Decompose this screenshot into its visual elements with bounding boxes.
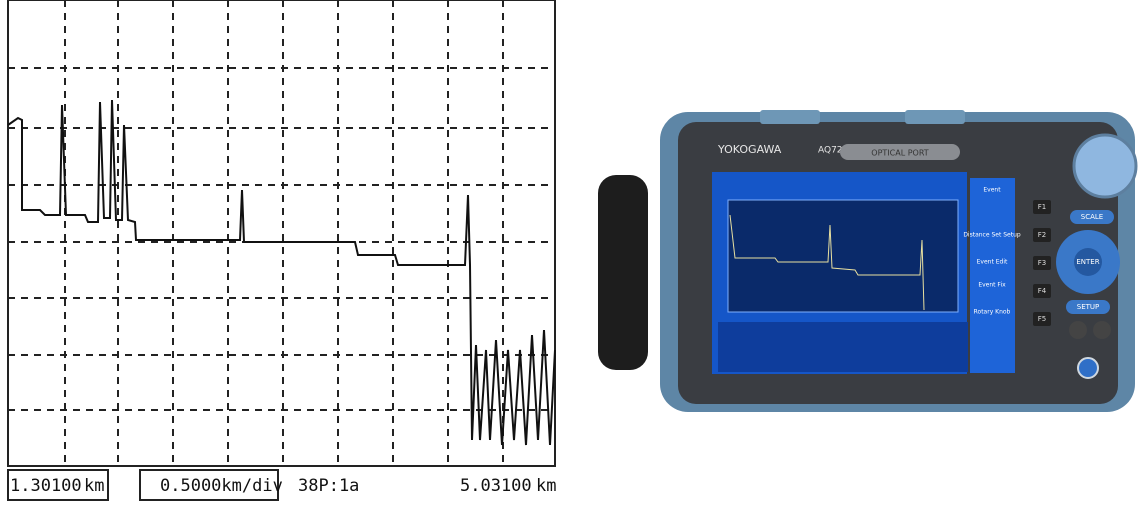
f-key: F3 xyxy=(1038,259,1046,267)
menu-item: Rotary Knob xyxy=(974,309,1011,316)
handle xyxy=(598,175,648,370)
trace-panel: 1.30100 km 0.5000km/div 38P:1a 5.03100 k… xyxy=(8,0,556,500)
unit-2: km xyxy=(536,476,556,496)
cursor-1: 1.30100 xyxy=(10,476,82,496)
status-bar: 1.30100 km 0.5000km/div 38P:1a 5.03100 k… xyxy=(8,470,556,500)
menu-item: Event Edit xyxy=(977,259,1008,266)
menu-item: Distance Set Setup xyxy=(963,232,1021,239)
power-button xyxy=(1078,358,1098,378)
port-label: OPTICAL PORT xyxy=(871,149,929,158)
device: YOKOGAWA AQ7275 OPTICAL PORT Event Dista… xyxy=(598,110,1136,412)
scale-key: SCALE xyxy=(1081,213,1103,221)
cursor-2: 5.03100 xyxy=(460,476,532,496)
pulse: 38P:1a xyxy=(298,476,359,496)
menu-item: Event Fix xyxy=(978,282,1006,289)
enter-key: ENTER xyxy=(1076,258,1099,266)
unit-1: km xyxy=(84,476,104,496)
scene: 1.30100 km 0.5000km/div 38P:1a 5.03100 k… xyxy=(0,0,1145,501)
f-key: F1 xyxy=(1038,203,1046,211)
brand: YOKOGAWA xyxy=(717,143,782,156)
f-key: F2 xyxy=(1038,231,1046,239)
menu-item: Event xyxy=(983,187,1001,194)
setup-key: SETUP xyxy=(1077,303,1100,311)
f-key: F5 xyxy=(1038,315,1046,323)
scale: 0.5000km/div xyxy=(160,476,283,496)
rotary-knob xyxy=(1074,135,1136,197)
f-key: F4 xyxy=(1038,287,1047,295)
